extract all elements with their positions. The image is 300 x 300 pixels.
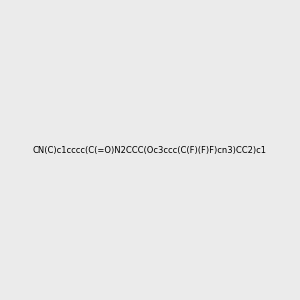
Text: CN(C)c1cccc(C(=O)N2CCC(Oc3ccc(C(F)(F)F)cn3)CC2)c1: CN(C)c1cccc(C(=O)N2CCC(Oc3ccc(C(F)(F)F)c… bbox=[33, 146, 267, 154]
